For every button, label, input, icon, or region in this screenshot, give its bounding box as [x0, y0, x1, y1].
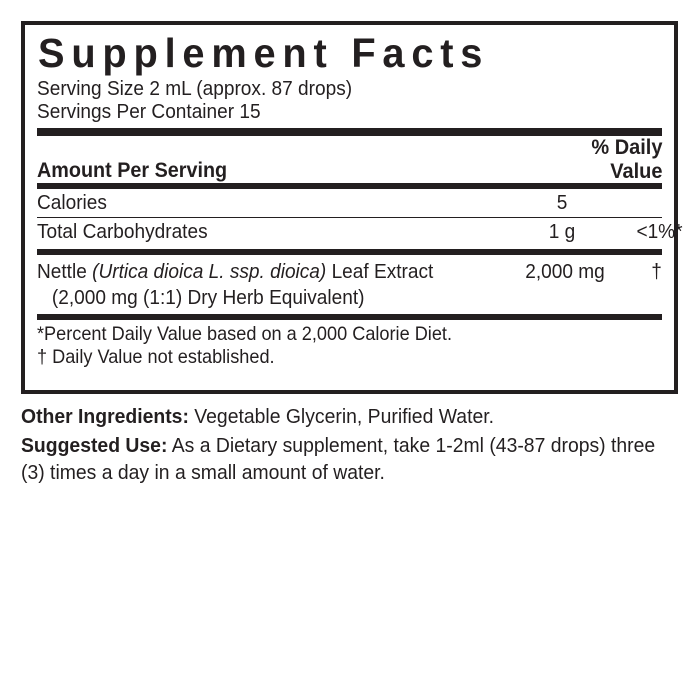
supplement-facts-panel: Supplement Facts Serving Size 2 mL (appr…: [21, 21, 683, 394]
daily-value-header-line2: Value: [609, 158, 662, 183]
footnote-percent-daily-value: *Percent Daily Value based on a 2,000 Ca…: [37, 323, 452, 346]
footnotes: *Percent Daily Value based on a 2,000 Ca…: [37, 320, 662, 369]
daily-value-header-line1: % Daily: [590, 135, 662, 159]
suggested-use-text: As a Dietary supplement, take 1-2ml (43-…: [21, 434, 656, 484]
divider-above-footnotes: [37, 314, 662, 321]
servings-per-container-text: Servings Per Container 15: [37, 100, 261, 123]
other-ingredients-text: Vegetable Glycerin, Purified Water.: [188, 405, 495, 428]
suggested-use: Suggested Use: As a Dietary supplement, …: [21, 432, 681, 486]
herb-subline: (2,000 mg (1:1) Dry Herb Equivalent): [51, 286, 365, 310]
serving-info: Serving Size 2 mL (approx. 87 drops) Ser…: [37, 77, 662, 123]
herb-daily-value-dagger: †: [651, 260, 662, 284]
divider-thick-top: [37, 128, 662, 136]
footnote-dagger: † Daily Value not established.: [37, 346, 275, 369]
label-additional-info: Other Ingredients: Vegetable Glycerin, P…: [21, 403, 681, 486]
table-header-row: Amount Per Serving % Daily Value: [37, 135, 662, 183]
divider-below-header: [37, 183, 662, 189]
nutrient-name: Calories: [37, 191, 107, 214]
serving-size-text: Serving Size 2 mL (approx. 87 drops): [37, 77, 353, 100]
daily-value-header: % Daily Value: [590, 135, 662, 183]
nutrient-daily-value: <1%*: [636, 220, 683, 244]
page-title: Supplement Facts: [38, 30, 490, 76]
herb-name: Nettle (Urtica dioica L. ssp. dioica) Le…: [37, 259, 433, 284]
table-row: Calories 5: [37, 189, 662, 217]
other-ingredients-label: Other Ingredients:: [21, 405, 189, 428]
herb-amount: 2,000 mg: [525, 260, 605, 284]
herb-name-suffix: Leaf Extract: [326, 260, 434, 284]
nutrient-amount: 1 g: [548, 220, 576, 244]
table-row: Total Carbohydrates 1 g <1%*: [37, 218, 683, 246]
divider-above-herb: [37, 249, 662, 256]
herb-ingredient-row: Nettle (Urtica dioica L. ssp. dioica) Le…: [37, 255, 662, 314]
herb-name-prefix: Nettle: [37, 260, 93, 284]
suggested-use-label: Suggested Use:: [21, 434, 168, 457]
amount-per-serving-header: Amount Per Serving: [37, 158, 228, 182]
nutrient-amount: 5: [556, 191, 568, 214]
herb-botanical-name: (Urtica dioica L. ssp. dioica): [92, 260, 327, 284]
other-ingredients: Other Ingredients: Vegetable Glycerin, P…: [21, 403, 681, 430]
nutrient-name: Total Carbohydrates: [37, 220, 208, 244]
divider-hairline-1: [37, 217, 662, 219]
